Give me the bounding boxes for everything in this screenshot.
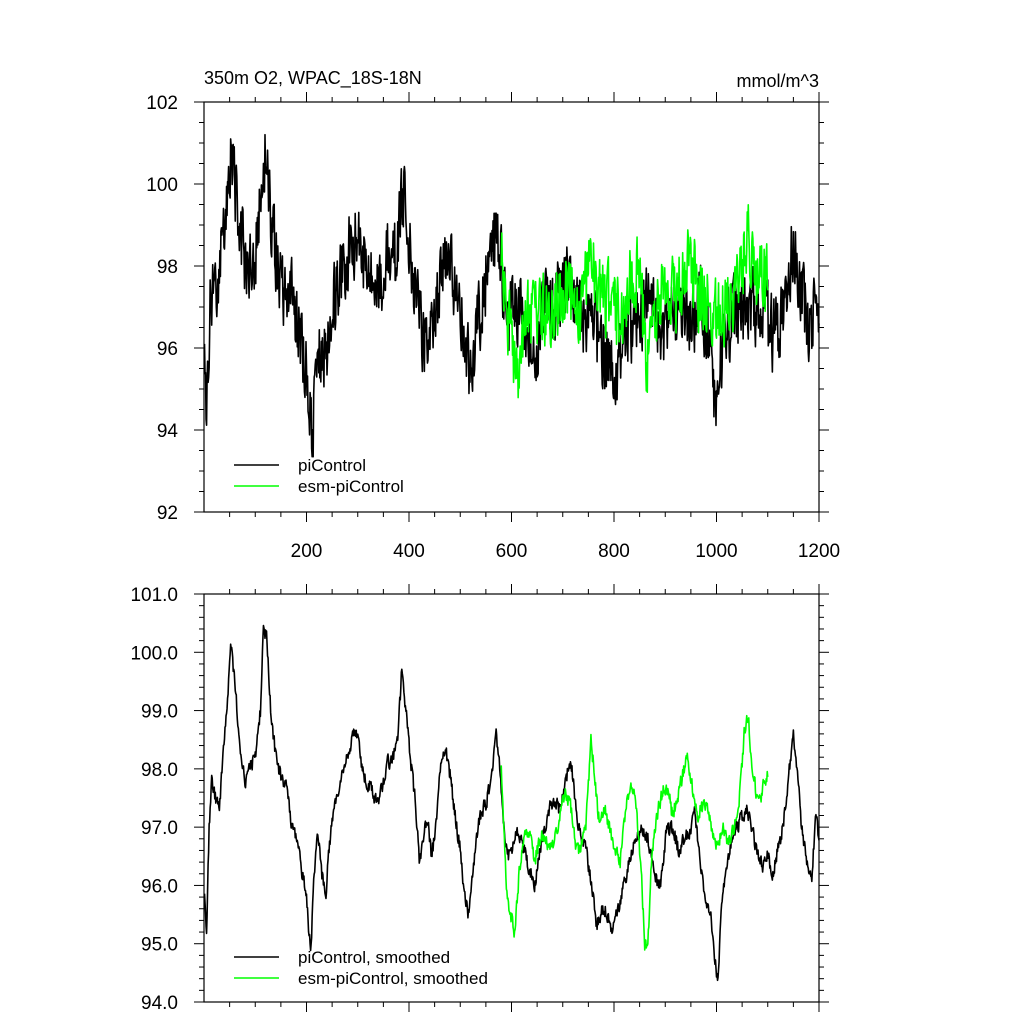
x-tick-label: 1200 <box>798 541 840 562</box>
series-line-picontrol <box>203 624 820 982</box>
y-tick-label: 99.0 <box>141 702 178 723</box>
y-tick-label: 100.0 <box>130 643 178 664</box>
y-tick-label: 102 <box>146 93 178 114</box>
x-tick-labels: 200 400 600 800 1000 1200 <box>291 541 840 562</box>
y-tick-label: 97.0 <box>141 818 178 839</box>
y-tick-label: 98.0 <box>141 760 178 781</box>
x-tick-label: 200 <box>291 541 323 562</box>
axis-ticks <box>194 92 829 522</box>
series-group <box>203 133 820 458</box>
x-tick-label: 1000 <box>695 541 737 562</box>
legend: piControl esm-piControl <box>234 456 404 496</box>
series-group <box>203 624 820 982</box>
panel-title: 350m O2, WPAC_18S-18N <box>204 68 422 89</box>
x-tick-label: 800 <box>598 541 630 562</box>
y-tick-labels: 92 94 96 98 100 102 <box>146 93 178 524</box>
y-tick-label: 100 <box>146 175 178 196</box>
x-tick-label: 400 <box>393 541 425 562</box>
axis-ticks <box>194 584 829 1012</box>
y-tick-label: 95.0 <box>141 935 178 956</box>
plot-frame <box>203 593 820 1003</box>
y-tick-label: 94 <box>157 421 179 442</box>
x-tick-label: 600 <box>496 541 528 562</box>
y-tick-labels: 94.0 95.0 96.0 97.0 98.0 99.0 100.0 101.0 <box>130 585 178 1014</box>
bottom-panel: 94.0 95.0 96.0 97.0 98.0 99.0 100.0 101.0 piCon… <box>130 584 829 1014</box>
legend-label: esm-piControl <box>298 477 404 496</box>
series-line-picontrol <box>203 133 820 458</box>
y-tick-label: 98 <box>157 257 178 278</box>
y-tick-label: 94.0 <box>141 993 178 1014</box>
top-panel: 350m O2, WPAC_18S-18N mmol/m^3 200 400 600… <box>146 68 840 562</box>
y-tick-label: 96 <box>157 339 178 360</box>
series-line-esm-picontrol <box>500 203 769 399</box>
y-tick-label: 92 <box>157 503 178 524</box>
y-tick-label: 96.0 <box>141 876 178 897</box>
series-line-esm-picontrol <box>500 714 769 951</box>
units-label: mmol/m^3 <box>737 71 819 91</box>
legend-label: piControl, smoothed <box>298 948 450 967</box>
legend-label: piControl <box>298 456 366 475</box>
plot-frame <box>203 101 820 513</box>
legend-label: esm-piControl, smoothed <box>298 969 488 988</box>
legend: piControl, smoothed esm-piControl, smooth… <box>234 948 488 988</box>
y-tick-label: 101.0 <box>130 585 178 606</box>
